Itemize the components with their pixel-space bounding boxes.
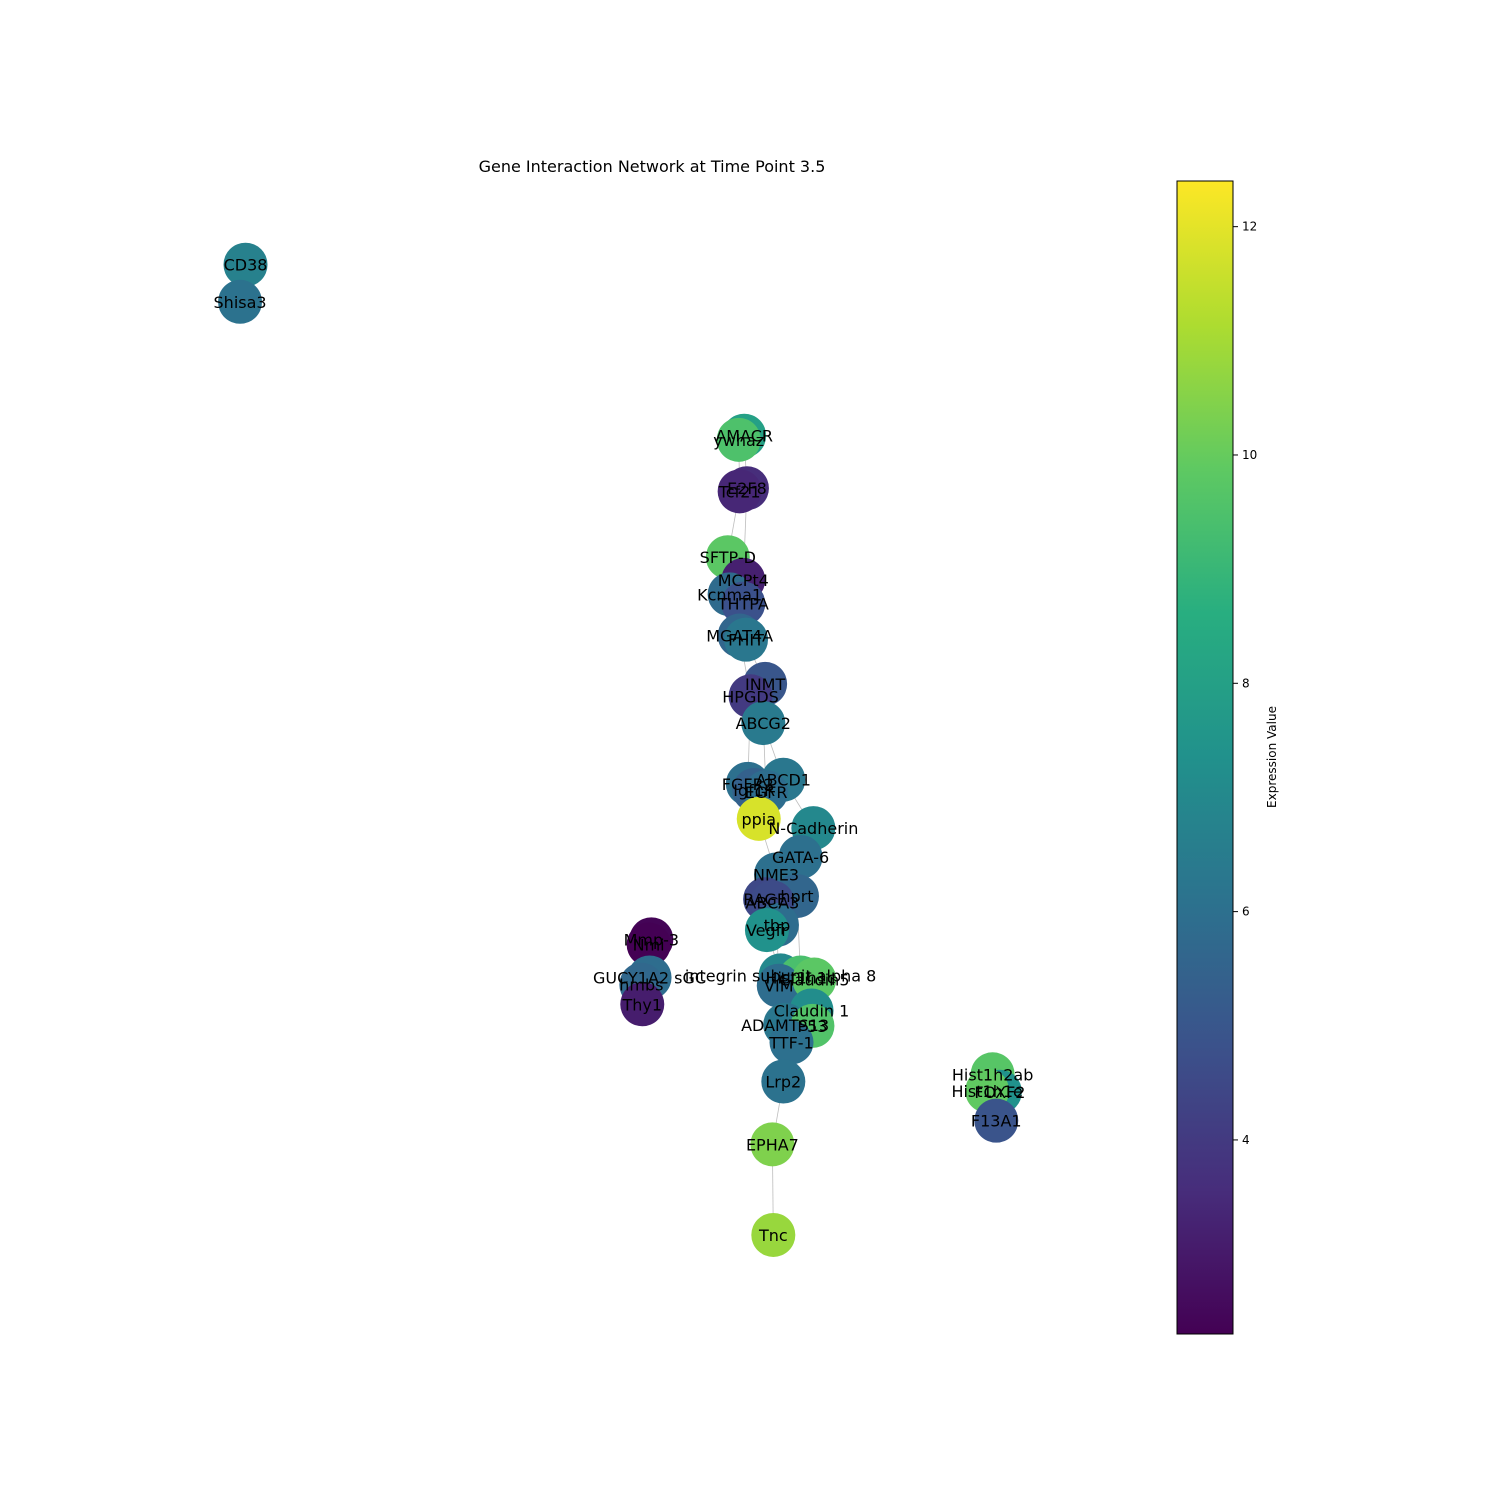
- node-label-abcg2: ABCG2: [736, 714, 791, 733]
- node-label-f13a1: F13A1: [971, 1112, 1022, 1131]
- node-label-hist1h1e: Hist1h1e: [951, 1082, 1022, 1101]
- node-label-ywhaz: ywhaz: [713, 431, 764, 450]
- node-label-fgfr2: FGFR2: [722, 775, 774, 794]
- node-label-hist1h1c: Hist1h1c: [765, 968, 835, 987]
- node-label-epha7: EPHA7: [746, 1135, 799, 1154]
- node-label-amacr: AMACR: [715, 427, 773, 446]
- node-label-n-cadherin: N-Cadherin: [768, 819, 858, 838]
- node-shisa3: [218, 279, 263, 324]
- node-thy1: [620, 982, 665, 1027]
- node-label-egfr: EGFR: [745, 783, 788, 802]
- node-label-shisa3: Shisa3: [214, 293, 267, 312]
- colorbar-tick-label-10: 10: [1242, 448, 1257, 462]
- node-label-ttf-1: TTF-1: [768, 1033, 813, 1052]
- node-label-abca3: ABCA3: [745, 893, 799, 912]
- node-tnc: [751, 1212, 796, 1257]
- colorbar-tick-label-4: 4: [1242, 1133, 1250, 1147]
- node-label-rage: RAGE: [743, 890, 787, 909]
- colorbar-gradient: [1176, 180, 1234, 1335]
- node-label-mgat4a: MGAT4A: [706, 627, 773, 646]
- node-cd38: [223, 242, 268, 287]
- node-label-hist1h2ab: Hist1h2ab: [952, 1065, 1034, 1084]
- node-vim: [756, 963, 801, 1008]
- node-label-nmi: Nmi: [633, 936, 665, 955]
- node-label-claudin-1: Claudin 1: [774, 1001, 850, 1020]
- node-ttf-1: [769, 1020, 814, 1065]
- node-ywhaz: [716, 417, 761, 462]
- node-label-vim: VIM: [764, 977, 793, 996]
- colorbar-tick-label-12: 12: [1242, 220, 1257, 234]
- node-label-nme3: NME3: [753, 865, 799, 884]
- node-label-hprt: hprt: [780, 887, 813, 906]
- node-label-tbp: tbp: [764, 916, 791, 935]
- colorbar-ticks: 4 6 8 10 12: [1233, 220, 1257, 1147]
- node-label-p53: P53: [797, 1017, 827, 1036]
- node-label-adamts13: ADAMTS13: [741, 1016, 829, 1035]
- node-label-foxf2: FOXF2: [974, 1083, 1025, 1102]
- node-lrp2: [761, 1059, 806, 1104]
- chart-title: Gene Interaction Network at Time Point 3…: [479, 157, 826, 176]
- colorbar-label: Expression Value: [1265, 706, 1279, 808]
- node-label-kcnma1: Kcnma1: [697, 585, 762, 604]
- node-label-lrp2: Lrp2: [765, 1073, 801, 1092]
- node-label-tcf21: Tcf21: [718, 482, 761, 501]
- node-label-mmp-3: Mmp-3: [624, 930, 680, 949]
- node-label-abcd1: ABCD1: [756, 771, 811, 790]
- edge-layer: [239, 264, 1001, 1235]
- node-label-hmbs: hmbs: [619, 976, 663, 995]
- colorbar-tick-label-8: 8: [1242, 676, 1250, 690]
- node-label-ppia: ppia: [741, 810, 776, 829]
- node-label-tnc: Tnc: [758, 1226, 788, 1245]
- node-f13a1: [974, 1098, 1019, 1143]
- node-tcf21: [717, 469, 762, 514]
- colorbar: 4 6 8 10 12 Expression Value: [1176, 180, 1279, 1335]
- node-label-gata-6: GATA-6: [772, 848, 829, 867]
- node-thtpa: [721, 581, 766, 626]
- node-label-e2f8: E2F8: [727, 479, 767, 498]
- node-vegfr: [744, 908, 789, 953]
- node-label-hpgds: HPGDS: [722, 687, 779, 706]
- node-label-vegfr: Vegfr: [746, 921, 788, 940]
- node-label-inmt: INMT: [745, 675, 785, 694]
- node-label-gucy1a2-sgc: GUCY1A2 sGC: [593, 968, 706, 987]
- node-label-thtpa: THTPA: [717, 595, 769, 614]
- node-label-claudin5: Claudin5: [779, 971, 849, 990]
- node-abcg2: [741, 701, 786, 746]
- node-label-thy1: Thy1: [621, 995, 662, 1014]
- node-epha7: [750, 1122, 795, 1167]
- node-label-fhit: FHIT: [728, 631, 764, 650]
- node-layer: [218, 242, 1022, 1257]
- colorbar-tick-label-6: 6: [1242, 905, 1250, 919]
- node-label-cd38: CD38: [224, 256, 268, 275]
- node-fhit: [724, 617, 769, 662]
- node-label-igf1r: Igf1R: [733, 781, 775, 800]
- node-label-sftp-d: SFTP-D: [700, 548, 756, 567]
- node-nmi: [626, 922, 671, 967]
- node-ppia: [736, 796, 781, 841]
- node-label-mcpt4: MCPt4: [718, 571, 769, 590]
- node-label-integrin-subunit-alpha-8: integrin subunit alpha 8: [685, 966, 876, 985]
